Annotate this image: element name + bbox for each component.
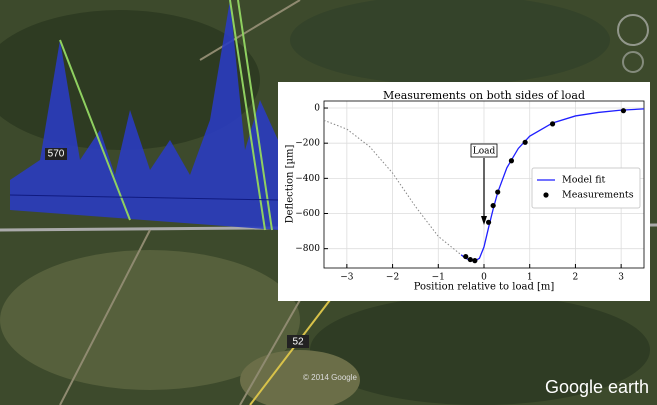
legend-label: Model fit [562,175,606,186]
y-tick-label: −200 [295,139,320,149]
data-point [509,158,514,163]
annotation-label: Load [473,147,496,157]
legend-label: Measurements [562,190,634,201]
y-tick-label: 0 [314,104,320,114]
data-point [523,140,528,145]
data-point [621,108,626,113]
chart-title: Measurements on both sides of load [383,89,585,102]
data-point [486,220,491,225]
screenshot: 570 52 © 2014 Google Google earth Measur… [0,0,657,405]
data-point [472,258,477,263]
data-point [491,203,496,208]
data-point [463,254,468,259]
road-label: 570 [48,149,65,160]
y-tick-label: −800 [295,244,320,254]
copyright: © 2014 Google [303,373,357,382]
road-label: 52 [292,337,304,348]
logo: Google earth [545,377,649,397]
y-axis-label: Deflection [µm] [285,145,296,224]
x-axis-label: Position relative to load [m] [414,282,555,293]
x-tick-label: 0 [481,273,487,283]
x-tick-label: 3 [618,273,624,283]
legend-swatch [543,192,548,197]
data-point [550,121,555,126]
data-point [468,257,473,262]
x-tick-label: 2 [573,273,579,283]
y-tick-label: −400 [295,174,320,184]
x-tick-label: −3 [340,273,354,283]
x-tick-label: −2 [386,273,399,283]
y-tick-label: −600 [295,209,320,219]
x-tick-label: 1 [527,273,533,283]
x-tick-label: −1 [432,273,445,283]
data-point [495,189,500,194]
